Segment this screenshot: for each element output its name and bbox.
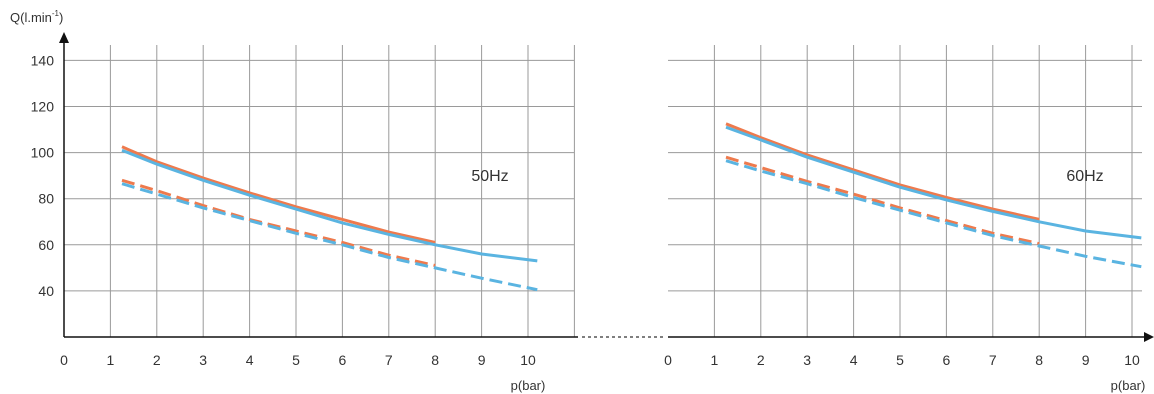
x-tick-label: 2: [153, 352, 161, 368]
x-tick-label: 10: [1124, 352, 1140, 368]
y-tick-label: 140: [31, 52, 55, 68]
series-line-orange-dashed: [725, 155, 1040, 246]
series-line-blue-solid: [121, 148, 538, 263]
y-tick-label: 100: [31, 145, 55, 161]
y-tick-label: 60: [38, 237, 54, 253]
series-line-blue-dashed: [121, 182, 538, 292]
series-line-blue-solid: [725, 125, 1142, 240]
frequency-label: 60Hz: [1066, 168, 1103, 185]
x-axis-label: p(bar): [511, 378, 546, 393]
series-line-blue-dashed: [725, 159, 1142, 269]
series-line-orange-solid: [121, 145, 436, 244]
x-axis-arrow: [1144, 332, 1154, 342]
y-tick-label: 120: [31, 99, 55, 115]
x-tick-label: 6: [339, 352, 347, 368]
x-tick-label: 10: [520, 352, 536, 368]
x-tick-label: 1: [107, 352, 115, 368]
x-tick-label: 1: [711, 352, 719, 368]
x-tick-label: 5: [896, 352, 904, 368]
x-tick-label: 7: [385, 352, 393, 368]
chart-panel-60Hz: 0 1 2 3 4 5 6 7 8 9 10 p(bar) 60Hz: [664, 45, 1154, 393]
y-tick-label: 80: [38, 191, 54, 207]
x-tick-label: 5: [292, 352, 300, 368]
frequency-label: 50Hz: [471, 168, 508, 185]
series-line-orange-solid: [725, 122, 1040, 221]
x-tick-label: 6: [943, 352, 951, 368]
x-tick-label: 8: [1035, 352, 1043, 368]
x-tick-label: 0: [664, 352, 672, 368]
x-tick-label: 3: [199, 352, 207, 368]
y-axis-label: Q(l.min-1): [10, 9, 63, 25]
x-tick-label: 3: [803, 352, 811, 368]
x-tick-label: 9: [1082, 352, 1090, 368]
series-line-orange-dashed: [121, 178, 436, 267]
x-tick-label: 9: [478, 352, 486, 368]
x-tick-label: 4: [246, 352, 254, 368]
y-tick-label: 40: [38, 283, 54, 299]
x-tick-label: 0: [60, 352, 68, 368]
x-tick-label: 7: [989, 352, 997, 368]
chart-panel-50Hz: 40 60 80 100 120 140 Q(l.min-1) 0 1 2 3 4 5 6 7 8 9 10 p(b…: [10, 9, 578, 393]
x-tick-label: 8: [431, 352, 439, 368]
x-tick-label: 2: [757, 352, 765, 368]
x-axis-label: p(bar): [1111, 378, 1146, 393]
x-tick-label: 4: [850, 352, 858, 368]
y-axis-arrow: [59, 32, 69, 43]
